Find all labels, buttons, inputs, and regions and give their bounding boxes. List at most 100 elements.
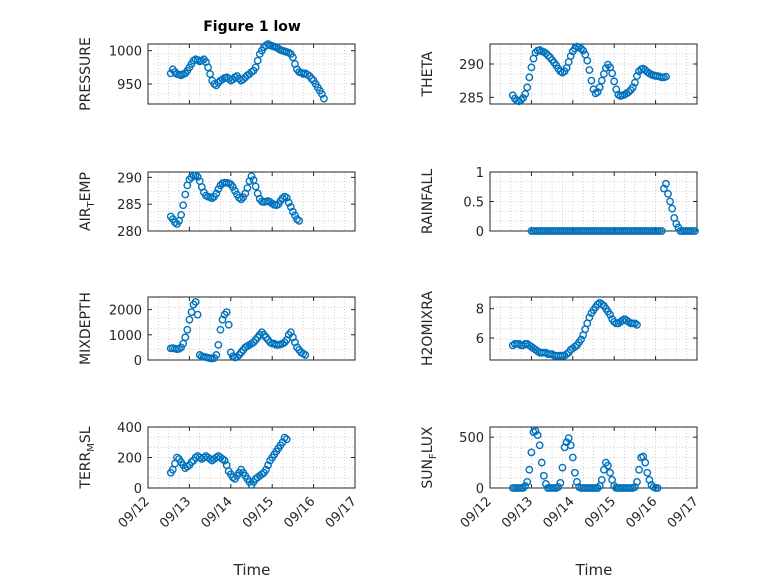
y-tick-label: 400 bbox=[117, 421, 142, 436]
data-point bbox=[541, 480, 550, 488]
data-point bbox=[606, 468, 614, 477]
data-point bbox=[262, 465, 270, 474]
x-tick-label: 09/14 bbox=[199, 494, 236, 531]
data-point bbox=[179, 201, 188, 210]
data-point bbox=[517, 96, 525, 104]
data-point bbox=[193, 172, 202, 181]
data-point bbox=[301, 351, 310, 359]
data-point bbox=[535, 441, 544, 450]
data-point bbox=[523, 477, 532, 486]
data-point bbox=[251, 182, 260, 191]
data-point bbox=[286, 202, 295, 211]
y-axis-label: PRESSURE bbox=[78, 37, 94, 111]
axes-box bbox=[489, 426, 698, 489]
data-point bbox=[537, 458, 546, 467]
data-point bbox=[662, 179, 670, 188]
subplot-h2omixra: 6 8 H2OMIXRA bbox=[420, 291, 698, 366]
data-point bbox=[554, 483, 563, 491]
y-tick-label: 8 bbox=[476, 303, 484, 318]
y-tick-label: 6 bbox=[476, 332, 484, 347]
data-point bbox=[317, 90, 326, 98]
y-tick-label: 0 bbox=[476, 482, 484, 497]
data-point bbox=[633, 477, 641, 486]
data-point bbox=[527, 448, 536, 457]
data-point bbox=[608, 69, 617, 78]
data-point bbox=[566, 52, 575, 60]
y-axis-label: H2OMIXRA bbox=[420, 291, 436, 366]
x-tick-label: 09/17 bbox=[665, 494, 702, 531]
y-axis-label: SUNFLUX bbox=[420, 426, 439, 489]
x-tick-label: 09/12 bbox=[116, 494, 153, 531]
data-point bbox=[288, 207, 297, 216]
x-tick-label: 09/16 bbox=[281, 494, 318, 531]
data-point bbox=[181, 333, 190, 342]
data-point bbox=[245, 177, 254, 186]
data-point bbox=[531, 427, 540, 435]
x-tick-label: 09/13 bbox=[157, 494, 194, 531]
data-point bbox=[226, 348, 235, 357]
data-point bbox=[539, 471, 548, 480]
data-point bbox=[183, 325, 192, 334]
data-point bbox=[624, 88, 633, 96]
x-tick-label: 09/14 bbox=[541, 494, 578, 531]
y-axis-label: TERRMSL bbox=[78, 426, 97, 489]
figure-title: Figure 1 low bbox=[203, 19, 301, 35]
axes-box bbox=[147, 296, 356, 361]
y-tick-label: 0 bbox=[134, 354, 142, 369]
data-point bbox=[556, 479, 565, 487]
data-point bbox=[231, 186, 239, 195]
y-tick-label: 0 bbox=[476, 225, 484, 240]
data-point bbox=[208, 194, 217, 203]
data-point bbox=[662, 72, 670, 81]
data-point bbox=[525, 465, 534, 474]
y-tick-label: 1 bbox=[476, 166, 484, 181]
x-axis-label-right: Time bbox=[575, 561, 613, 579]
axes-box bbox=[147, 171, 356, 232]
data-point bbox=[293, 215, 301, 224]
y-axis-label: RAINFALL bbox=[420, 169, 436, 234]
data-point bbox=[533, 431, 542, 440]
x-tick-label: 09/16 bbox=[623, 494, 660, 531]
data-point bbox=[307, 74, 316, 83]
data-point bbox=[521, 90, 530, 98]
axes-box bbox=[489, 296, 698, 361]
data-point bbox=[657, 227, 666, 235]
data-point bbox=[541, 49, 550, 58]
x-tick-label: 09/17 bbox=[323, 494, 360, 531]
data-point bbox=[264, 461, 272, 470]
data-point bbox=[577, 335, 585, 344]
data-point bbox=[527, 63, 536, 72]
y-axis-label: THETA bbox=[420, 51, 436, 97]
data-point bbox=[691, 227, 699, 235]
data-point bbox=[251, 63, 260, 72]
y-tick-label: 0.5 bbox=[463, 196, 484, 211]
data-point bbox=[595, 83, 604, 92]
data-point bbox=[233, 353, 241, 361]
data-point bbox=[585, 66, 594, 74]
data-point bbox=[214, 185, 223, 194]
y-tick-label: 500 bbox=[459, 431, 484, 446]
data-point bbox=[204, 63, 212, 72]
data-point bbox=[593, 88, 602, 96]
data-point bbox=[206, 70, 215, 78]
data-point bbox=[668, 204, 677, 213]
data-point bbox=[243, 184, 252, 192]
data-point bbox=[224, 320, 233, 329]
data-point bbox=[666, 197, 674, 206]
axes-box bbox=[489, 43, 698, 105]
data-point bbox=[664, 189, 672, 198]
subplot-mixdepth: 0 1000 2000 MIXDEPTH bbox=[78, 292, 356, 369]
x-tick-label: 09/12 bbox=[458, 494, 495, 531]
data-point bbox=[585, 313, 594, 322]
data-point bbox=[633, 72, 641, 80]
data-point bbox=[641, 458, 650, 467]
data-point bbox=[568, 453, 577, 462]
data-point bbox=[187, 308, 196, 317]
data-point bbox=[193, 310, 202, 319]
data-point bbox=[288, 53, 297, 62]
y-axis-label: MIXDEPTH bbox=[78, 292, 94, 365]
y-tick-label: 950 bbox=[117, 78, 142, 93]
data-point bbox=[237, 195, 246, 204]
